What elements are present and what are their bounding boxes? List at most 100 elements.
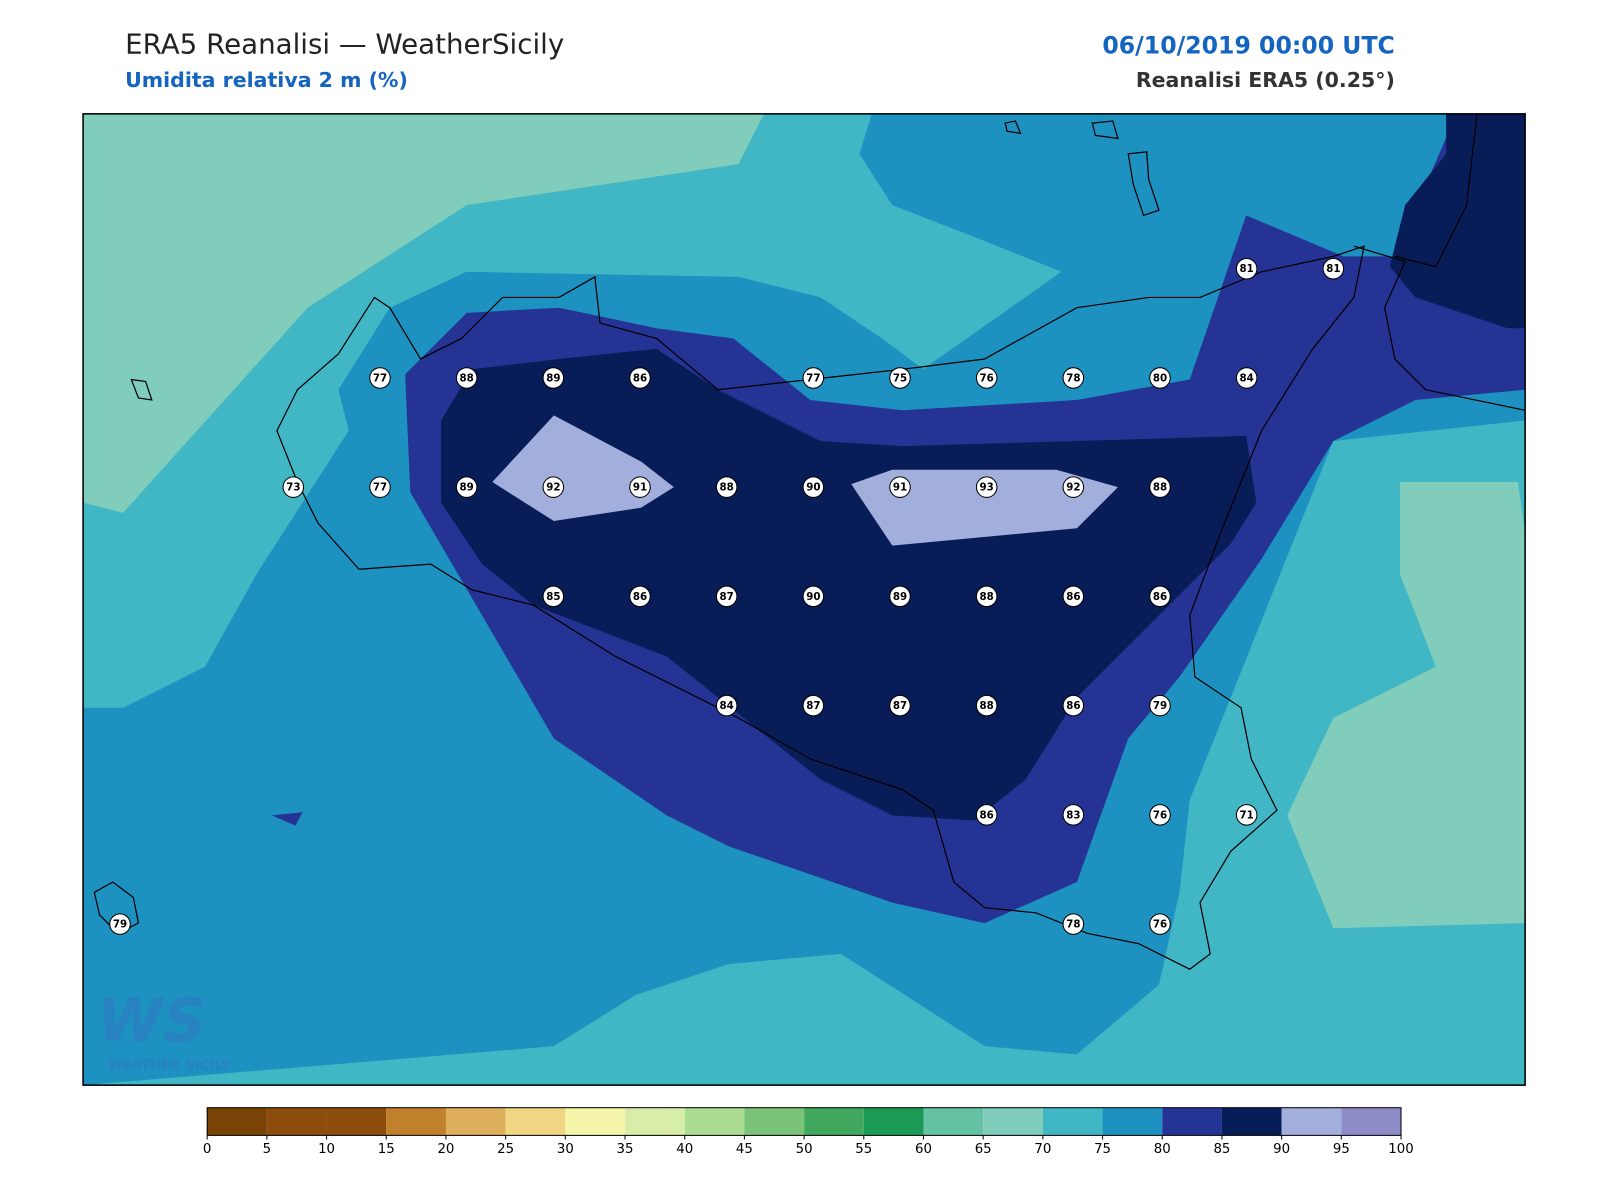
- station-value: 79: [1153, 700, 1167, 712]
- coastline: [93, 120, 1160, 935]
- colorbar-tick-label: 45: [736, 1142, 753, 1157]
- contour: [83, 113, 765, 513]
- station-value: 75: [893, 372, 907, 384]
- station-value: 90: [806, 591, 820, 603]
- colorbar-segment: [744, 1107, 805, 1136]
- contour: [1389, 113, 1526, 329]
- station-marker: [629, 367, 651, 389]
- contour: [492, 415, 674, 522]
- station-marker: [1062, 913, 1085, 935]
- colorbar-tick-label: 25: [497, 1142, 514, 1157]
- station-marker: [715, 476, 738, 498]
- colorbar-tick-label: 75: [1094, 1142, 1111, 1157]
- logo-text: WEATHER SICILY: [108, 1059, 231, 1074]
- station-value: 84: [720, 700, 734, 712]
- colorbar-segment: [565, 1107, 626, 1136]
- colorbar-segment: [386, 1107, 446, 1136]
- colorbar-tick-label: 10: [318, 1142, 335, 1157]
- station-value: 77: [806, 372, 820, 384]
- contour-map: [83, 113, 1526, 1086]
- station-marker: [1149, 913, 1171, 935]
- colorbar-tick-label: 100: [1388, 1142, 1413, 1157]
- station-marker: [1149, 367, 1171, 389]
- station-value: 88: [1153, 482, 1167, 494]
- colorbar-tick-label: 35: [617, 1142, 634, 1157]
- colorbar-tick-label: 40: [676, 1142, 693, 1157]
- logo-mark: WS: [97, 987, 205, 1056]
- station-value: 87: [893, 700, 907, 712]
- station-marker: [1062, 367, 1085, 389]
- station-marker: [1235, 257, 1258, 280]
- station-value: 91: [633, 482, 647, 494]
- station-value: 76: [1153, 919, 1167, 931]
- station-marker: [1322, 257, 1345, 280]
- stations: 81 81 77 88 89 86 77 75 76 78 80 84 73 77 89 92 91 88 90 91…: [109, 257, 1345, 935]
- station-marker: [455, 476, 478, 498]
- colorbar-tick-label: 60: [915, 1142, 932, 1157]
- station-marker: [1149, 476, 1171, 498]
- station-marker: [889, 585, 911, 608]
- station-marker: [802, 694, 825, 717]
- colorbar-tick-label: 65: [975, 1142, 992, 1157]
- colorbar: 0 5 10 15 20 25 30 35 40 45 50 55 60 65 70 75 80 85 90 95 10…: [203, 1107, 1414, 1157]
- station-value: 87: [806, 700, 820, 712]
- colorbar-segment: [266, 1107, 327, 1136]
- station-value: 76: [980, 372, 994, 384]
- station-value: 91: [893, 482, 907, 494]
- station-marker: [1149, 585, 1171, 608]
- colorbar-tick-label: 80: [1154, 1142, 1171, 1157]
- station-value: 88: [980, 700, 994, 712]
- station-value: 77: [373, 482, 387, 494]
- station-marker: [369, 367, 391, 389]
- station-value: 86: [1066, 591, 1080, 603]
- station-value: 92: [1066, 482, 1080, 494]
- station-marker: [975, 476, 998, 498]
- station-marker: [1062, 476, 1085, 498]
- station-marker: [889, 694, 911, 717]
- station-marker: [889, 476, 911, 498]
- station-marker: [715, 585, 738, 608]
- station-marker: [629, 476, 651, 498]
- station-value: 90: [806, 482, 820, 494]
- station-value: 86: [980, 809, 994, 821]
- colorbar-tick-label: 85: [1213, 1142, 1230, 1157]
- colorbar-tick-label: 0: [203, 1142, 211, 1157]
- colorbar-segment: [1042, 1107, 1103, 1136]
- station-value: 88: [720, 482, 734, 494]
- colorbar-segment: [804, 1107, 864, 1136]
- colorbar-segment: [1162, 1107, 1222, 1136]
- source: Reanalisi ERA5 (0.25°): [1136, 68, 1395, 92]
- station-marker: [282, 476, 305, 498]
- station-marker: [455, 367, 478, 389]
- station-marker: [802, 585, 825, 608]
- station-value: 88: [980, 591, 994, 603]
- colorbar-tick-label: 70: [1034, 1142, 1051, 1157]
- station-marker: [1062, 694, 1085, 717]
- station-marker: [109, 913, 131, 935]
- contour: [271, 812, 303, 826]
- station-marker: [1149, 694, 1171, 717]
- station-marker: [369, 476, 391, 498]
- station-marker: [1235, 367, 1258, 389]
- station-value: 71: [1240, 809, 1254, 821]
- station-value: 79: [113, 919, 127, 931]
- colorbar-tick-label: 20: [437, 1142, 454, 1157]
- station-marker: [542, 476, 565, 498]
- contour: [851, 469, 1118, 546]
- colorbar-tick-label: 95: [1333, 1142, 1350, 1157]
- logo: WS WEATHER SICILY: [97, 987, 230, 1074]
- station-value: 88: [460, 372, 474, 384]
- station-marker: [1062, 585, 1085, 608]
- coastline: [276, 245, 1365, 970]
- station-value: 78: [1066, 919, 1080, 931]
- colorbar-tick-label: 5: [263, 1142, 271, 1157]
- station-value: 89: [546, 372, 560, 384]
- station-value: 86: [633, 372, 647, 384]
- station-marker: [1235, 804, 1258, 826]
- subtitle: Umidita relativa 2 m (%): [125, 68, 408, 92]
- colorbar-segment: [684, 1107, 745, 1136]
- colorbar-segment: [863, 1107, 924, 1136]
- colorbar-segment: [625, 1107, 685, 1136]
- station-marker: [1149, 804, 1171, 826]
